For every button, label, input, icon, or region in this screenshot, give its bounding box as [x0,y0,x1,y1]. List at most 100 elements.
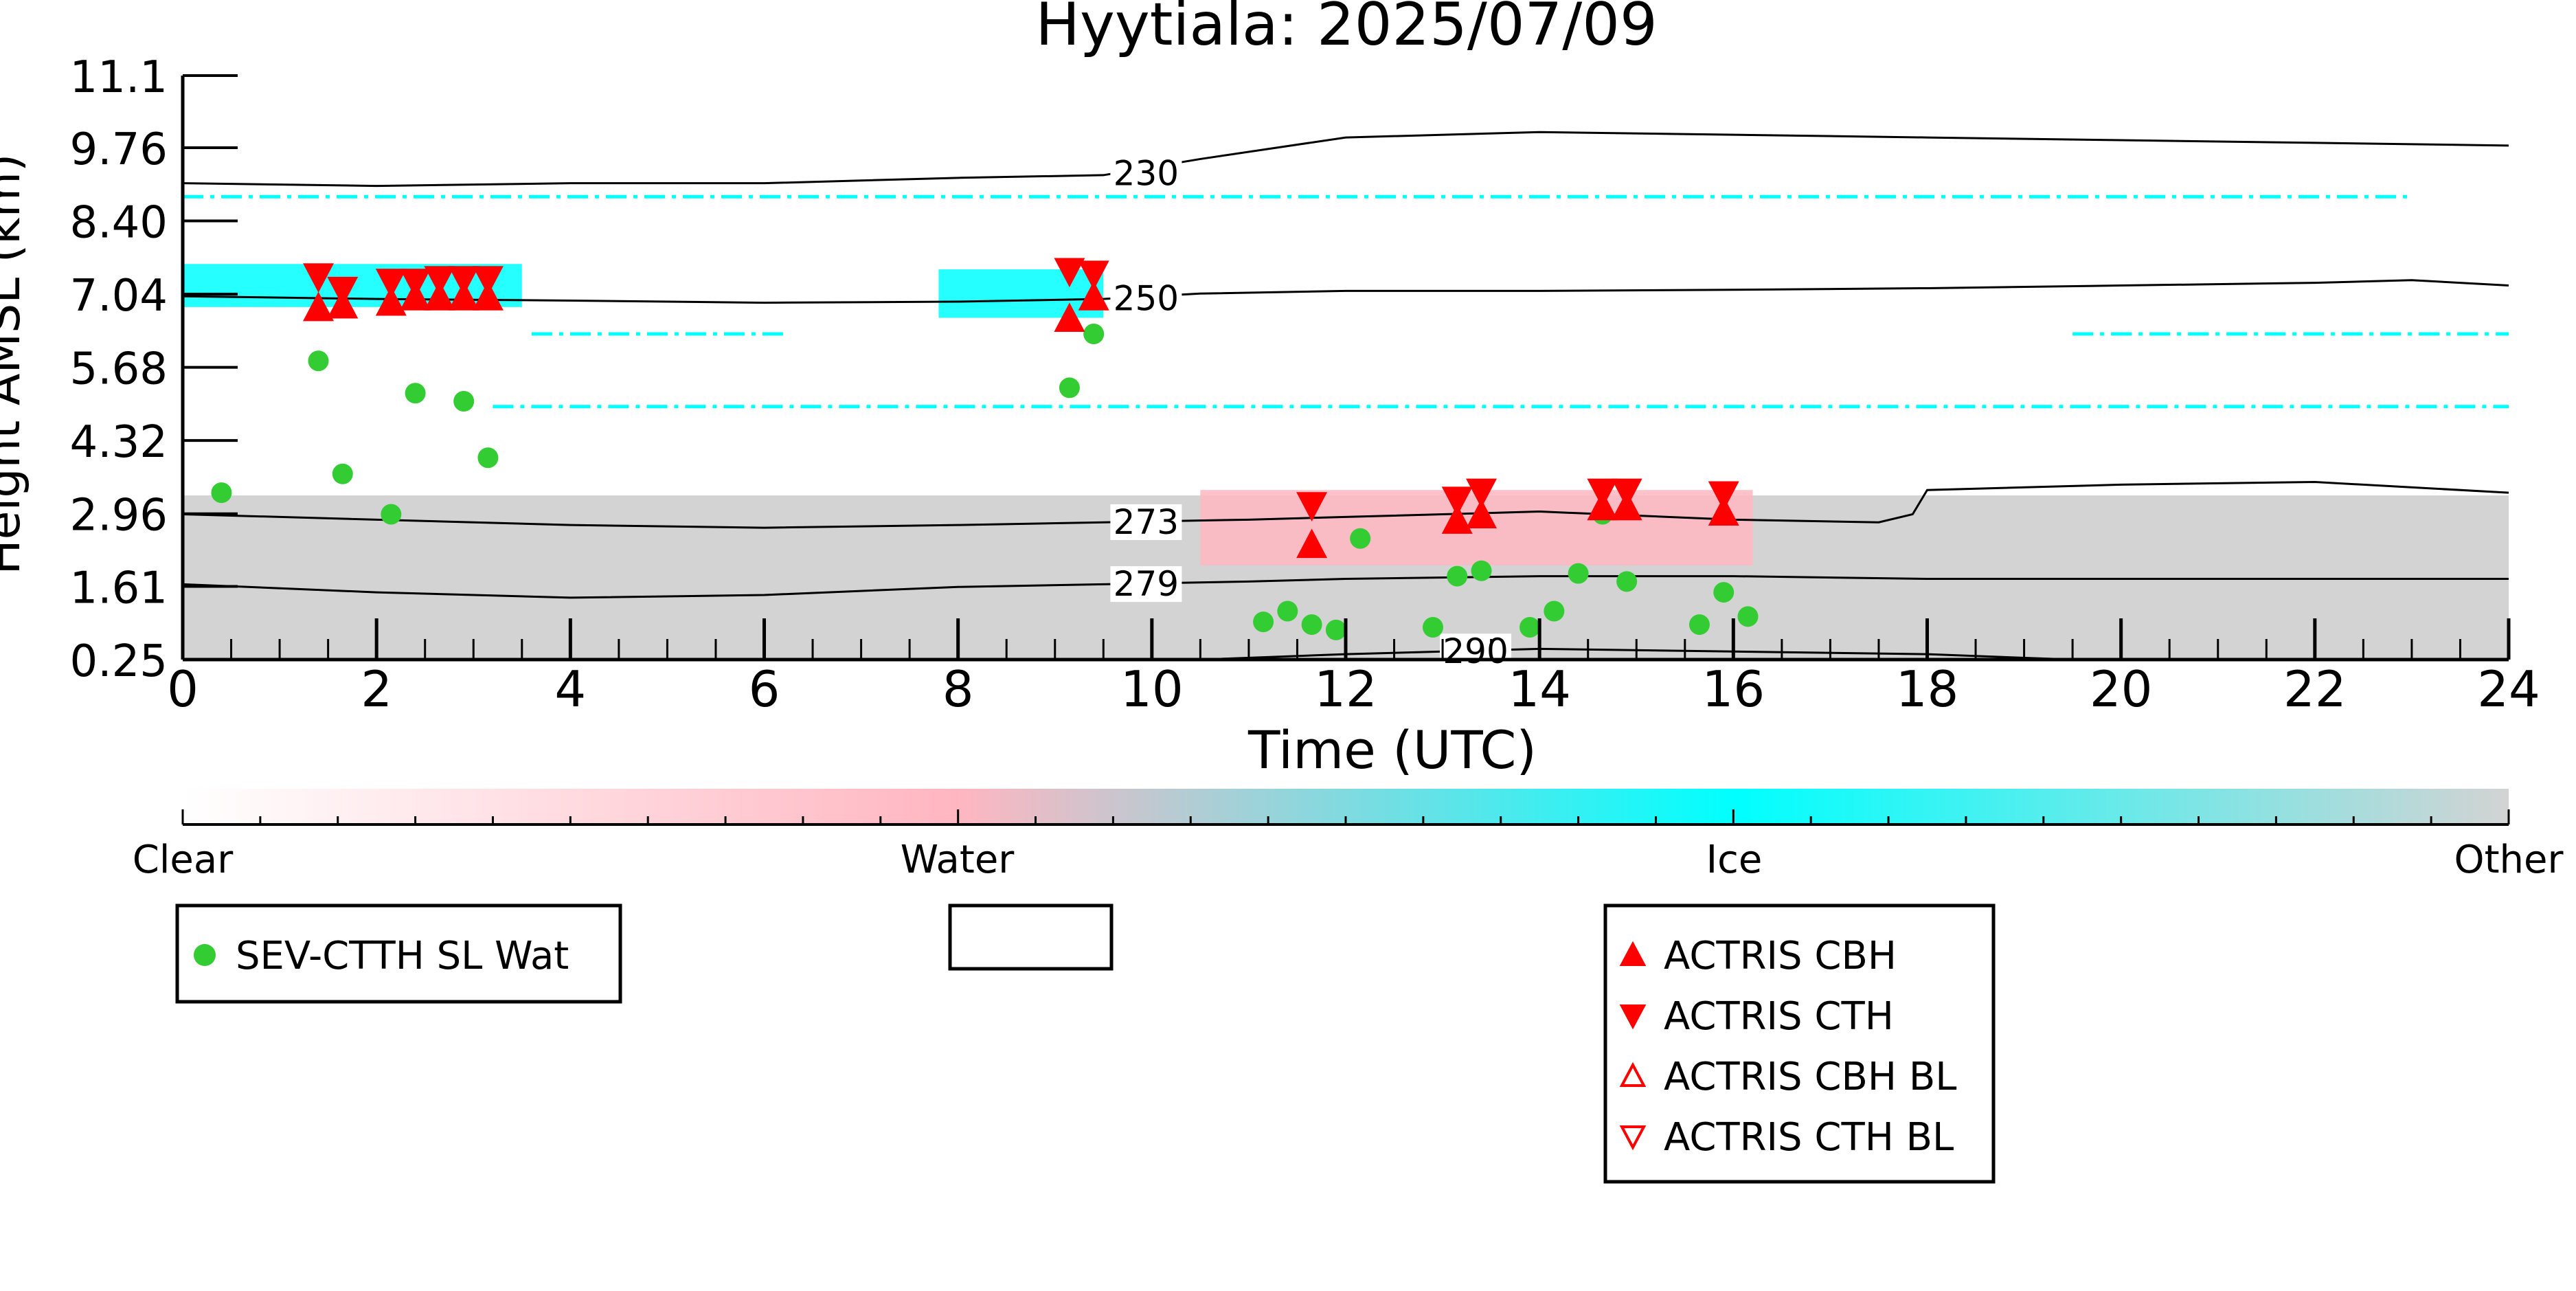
y-tick-label: 2.96 [70,491,168,541]
colorbar-label: Clear [133,838,234,882]
x-axis-label: Time (UTC) [1247,719,1537,781]
data-point-sev-ctth [1688,614,1710,636]
data-point-actris-cbh [1054,302,1085,333]
legend-entry-label: ACTRIS CBH [1664,934,1897,978]
contour-line-279 [182,575,2509,599]
data-point-sev-ctth [1544,600,1565,622]
data-point-actris-cth [1441,486,1473,517]
contour-label-290: 290 [1443,631,1508,671]
contour-label-230: 230 [1114,154,1179,194]
data-point-actris-cth [448,266,479,295]
data-point-sev-ctth [1325,619,1346,640]
data-point-actris-cth [472,266,504,295]
x-tick-label: 20 [2090,660,2153,718]
data-point-actris-cth [1587,478,1618,508]
legend-marker [1619,941,1647,966]
contour-label-bg [1110,566,1182,603]
legend-box-bottom-left [175,903,622,1004]
data-point-actris-cth [375,269,407,298]
contour-label-bg [1110,280,1182,317]
data-point-actris-cth [1078,260,1109,291]
x-tick-label: 8 [942,660,974,718]
data-point-sev-ctth [1568,563,1589,584]
data-point-actris-cbh [448,280,479,311]
y-tick-label: 9.76 [70,124,168,175]
data-point-actris-cbh [1078,280,1109,311]
colorbar: Clear Water Ice Other [133,789,2564,882]
chart-title: Hyytiala: 2025/07/09 [1035,0,1657,59]
contour-label-273: 273 [1114,502,1179,542]
data-point-actris-cth [1708,481,1739,511]
data-point-sev-ctth [1519,616,1541,638]
contour-line-230 [182,131,2509,188]
legend-box-bottom-center [948,903,1114,971]
x-tick-label: 10 [1120,660,1184,718]
cloud-region-ice [938,269,1104,318]
x-tick-label: 16 [1702,660,1765,718]
x-tick-label: 14 [1508,660,1571,718]
x-tick-label: 6 [749,660,780,718]
contour-line-250 [182,279,2509,304]
plot-area: 230 250 273 279 290 0.25 1.61 2.96 4.32 5.68 7.04 8… [70,52,2540,718]
y-tick-label: 0.25 [70,636,168,687]
colorbar-label: Water [901,838,1015,882]
data-point-sev-ctth [381,504,402,525]
legend-marker [194,944,216,966]
contour-line-273 [182,480,2509,529]
data-point-sev-ctth [1737,606,1759,627]
contour-label-279: 279 [1114,564,1179,604]
y-tick-label: 8.40 [70,198,168,249]
data-point-actris-cth [1054,258,1085,288]
colorbar-label: Ice [1706,838,1763,882]
data-point-sev-ctth [332,463,353,484]
legend-entry-label: ACTRIS CTH BL [1664,1115,1954,1160]
data-point-sev-ctth [1253,611,1274,633]
data-point-sev-ctth [308,350,329,372]
data-point-actris-cth [424,266,455,295]
y-tick-label: 4.32 [70,417,168,468]
legend-entry-label: SEV-CTTH SL Wat [236,934,569,978]
data-point-actris-cbh [303,291,335,322]
data-point-sev-ctth [477,447,499,469]
x-tick-label: 0 [167,660,199,718]
data-point-actris-cbh [375,286,407,316]
x-tick-label: 2 [361,660,392,718]
contour-label-bg [1110,155,1182,192]
contour-label-bg [1440,633,1512,670]
legend-marker [1619,1004,1647,1030]
y-axis-label: Height AMSL (km) [0,154,31,575]
x-tick-label: 12 [1314,660,1377,718]
data-point-actris-cth [1466,478,1498,508]
data-point-actris-cth [303,263,335,293]
data-point-sev-ctth [453,390,475,412]
data-point-actris-cbh [472,280,504,311]
data-point-sev-ctth [1083,324,1105,345]
x-tick-label: 22 [2283,660,2347,718]
data-point-actris-cth [400,269,431,298]
data-point-sev-ctth [405,383,426,404]
data-point-sev-ctth [211,482,232,504]
data-point-sev-ctth [1277,600,1298,622]
data-point-actris-cbh [1708,496,1739,526]
colorbar-label: Other [2454,838,2564,882]
contour-label-bg [1110,504,1182,540]
legend-entry-label: ACTRIS CTH [1664,994,1894,1039]
data-point-sev-ctth [1422,616,1443,638]
data-point-sev-ctth [1616,571,1638,592]
data-point-actris-cth [327,276,359,306]
x-tick-label: 4 [554,660,586,718]
data-point-actris-cbh [1466,499,1498,528]
data-point-actris-cth [1611,478,1642,508]
y-tick-label: 5.68 [70,344,168,395]
legend-entry-label: ACTRIS CBH BL [1664,1055,1956,1099]
x-tick-label: 24 [2477,660,2540,718]
y-tick-label: 11.1 [70,52,168,103]
data-point-actris-cth [1296,492,1328,521]
x-tick-label: 18 [1896,660,1959,718]
data-point-actris-cbh [1441,504,1473,534]
data-point-sev-ctth [1350,528,1371,549]
data-point-actris-cbh [424,280,455,311]
legend-marker [1619,1062,1647,1087]
